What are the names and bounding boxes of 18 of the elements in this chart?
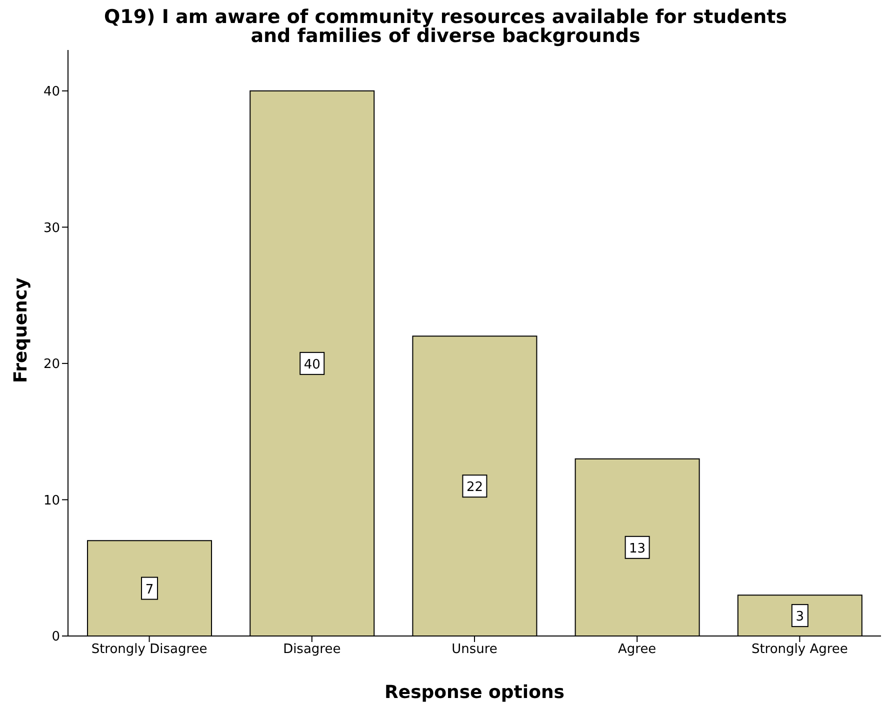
x-tick-label: Disagree bbox=[283, 642, 341, 658]
chart-title: Q19) I am aware of community resources available for students and families of diverse backgrounds bbox=[102, 6, 788, 47]
x-tick-label: Strongly Agree bbox=[751, 642, 848, 658]
x-axis-title: Response options bbox=[384, 682, 564, 703]
y-tick-label: 10 bbox=[43, 493, 60, 508]
data-label: 40 bbox=[304, 357, 320, 372]
data-label: 3 bbox=[796, 610, 804, 625]
y-axis-title: Frequency bbox=[10, 277, 32, 383]
data-label: 22 bbox=[466, 480, 483, 496]
y-tick-label: 20 bbox=[43, 357, 60, 372]
x-tick-label: Unsure bbox=[452, 642, 498, 658]
y-tick-label: 40 bbox=[43, 84, 60, 100]
x-tick-label: Strongly Disagree bbox=[91, 642, 208, 658]
y-tick-label: 0 bbox=[52, 630, 60, 645]
x-tick-label: Agree bbox=[618, 642, 656, 658]
data-label: 7 bbox=[145, 582, 154, 598]
data-label: 13 bbox=[629, 541, 646, 556]
y-tick-label: 30 bbox=[43, 220, 60, 236]
